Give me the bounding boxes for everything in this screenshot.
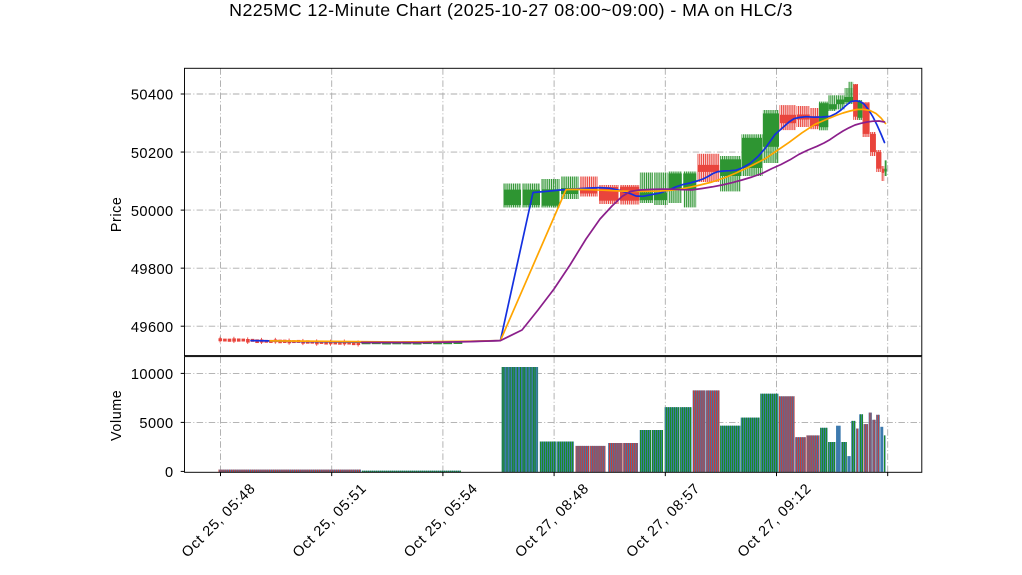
svg-text:50400: 50400 [131,88,174,104]
svg-text:49800: 49800 [131,262,174,278]
svg-text:50200: 50200 [131,146,174,162]
svg-text:N225MC 12-Minute Chart (2025-1: N225MC 12-Minute Chart (2025-10-27 08:00… [229,0,793,20]
svg-text:0: 0 [165,465,174,481]
svg-text:5000: 5000 [139,416,173,432]
svg-text:Price: Price [109,197,125,233]
svg-text:Volume: Volume [109,390,125,441]
svg-text:50000: 50000 [131,204,174,220]
svg-text:10000: 10000 [131,367,174,383]
svg-text:49600: 49600 [131,320,174,336]
